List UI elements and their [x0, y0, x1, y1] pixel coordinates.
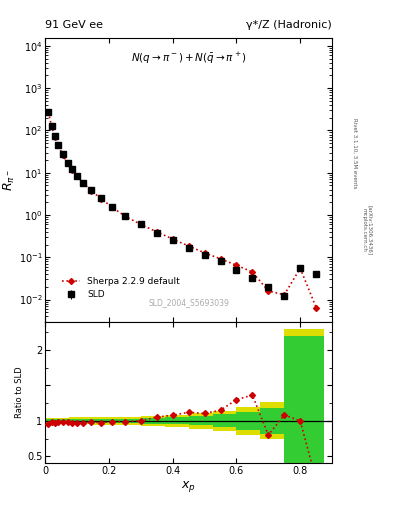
Text: mcplots.cern.ch: mcplots.cern.ch [362, 208, 367, 252]
X-axis label: $x_p$: $x_p$ [181, 479, 196, 494]
Sherpa 2.2.9 default [55, 142, 60, 148]
Sherpa 2.2.9 default [250, 269, 255, 275]
Bar [213, 411, 237, 431]
Bar [189, 413, 213, 429]
Bar [117, 419, 141, 423]
Bar [45, 418, 69, 424]
Sherpa 2.2.9 default [61, 152, 65, 158]
Bar [261, 402, 284, 439]
Text: [arXiv:1306.3436]: [arXiv:1306.3436] [367, 205, 373, 255]
Text: γ*/Z (Hadronic): γ*/Z (Hadronic) [246, 19, 332, 30]
Text: SLD_2004_S5693039: SLD_2004_S5693039 [148, 298, 229, 308]
Bar [261, 408, 284, 434]
Text: $N(q \rightarrow \pi^-)+N(\bar{q} \rightarrow \pi^+)$: $N(q \rightarrow \pi^-)+N(\bar{q} \right… [130, 51, 247, 66]
Bar [69, 417, 93, 424]
Bar [237, 412, 261, 430]
Bar [69, 419, 93, 422]
Bar [93, 417, 117, 424]
Sherpa 2.2.9 default [170, 236, 175, 242]
Sherpa 2.2.9 default [49, 123, 54, 129]
Sherpa 2.2.9 default [75, 173, 79, 179]
Sherpa 2.2.9 default [99, 196, 103, 202]
Y-axis label: Ratio to SLD: Ratio to SLD [15, 367, 24, 418]
Sherpa 2.2.9 default [282, 292, 286, 298]
Text: Rivet 3.1.10, 3.5M events: Rivet 3.1.10, 3.5M events [352, 118, 357, 189]
Sherpa 2.2.9 default [89, 188, 94, 194]
Sherpa 2.2.9 default [202, 250, 207, 256]
Bar [284, 329, 324, 471]
Bar [165, 417, 189, 424]
Sherpa 2.2.9 default [70, 167, 75, 173]
Sherpa 2.2.9 default [65, 160, 70, 166]
Sherpa 2.2.9 default [138, 221, 143, 227]
Bar [93, 419, 117, 423]
Y-axis label: $R_{\pi^-}$: $R_{\pi^-}$ [2, 169, 17, 191]
Sherpa 2.2.9 default [52, 134, 57, 140]
Line: Sherpa 2.2.9 default: Sherpa 2.2.9 default [46, 110, 318, 310]
Bar [237, 407, 261, 435]
Sherpa 2.2.9 default [298, 265, 303, 271]
Bar [213, 415, 237, 427]
Bar [117, 417, 141, 425]
Sherpa 2.2.9 default [218, 256, 223, 262]
Sherpa 2.2.9 default [234, 262, 239, 268]
Sherpa 2.2.9 default [110, 204, 114, 210]
Sherpa 2.2.9 default [154, 229, 159, 235]
Sherpa 2.2.9 default [186, 243, 191, 249]
Sherpa 2.2.9 default [46, 109, 51, 115]
Sherpa 2.2.9 default [266, 288, 271, 294]
Text: 91 GeV ee: 91 GeV ee [45, 19, 103, 30]
Bar [165, 415, 189, 427]
Bar [284, 336, 324, 463]
Sherpa 2.2.9 default [81, 180, 86, 186]
Sherpa 2.2.9 default [123, 213, 127, 219]
Sherpa 2.2.9 default [314, 305, 318, 311]
Bar [141, 418, 165, 424]
Bar [45, 419, 69, 422]
Bar [189, 416, 213, 425]
Legend: Sherpa 2.2.9 default, SLD: Sherpa 2.2.9 default, SLD [58, 273, 184, 303]
Bar [141, 416, 165, 426]
